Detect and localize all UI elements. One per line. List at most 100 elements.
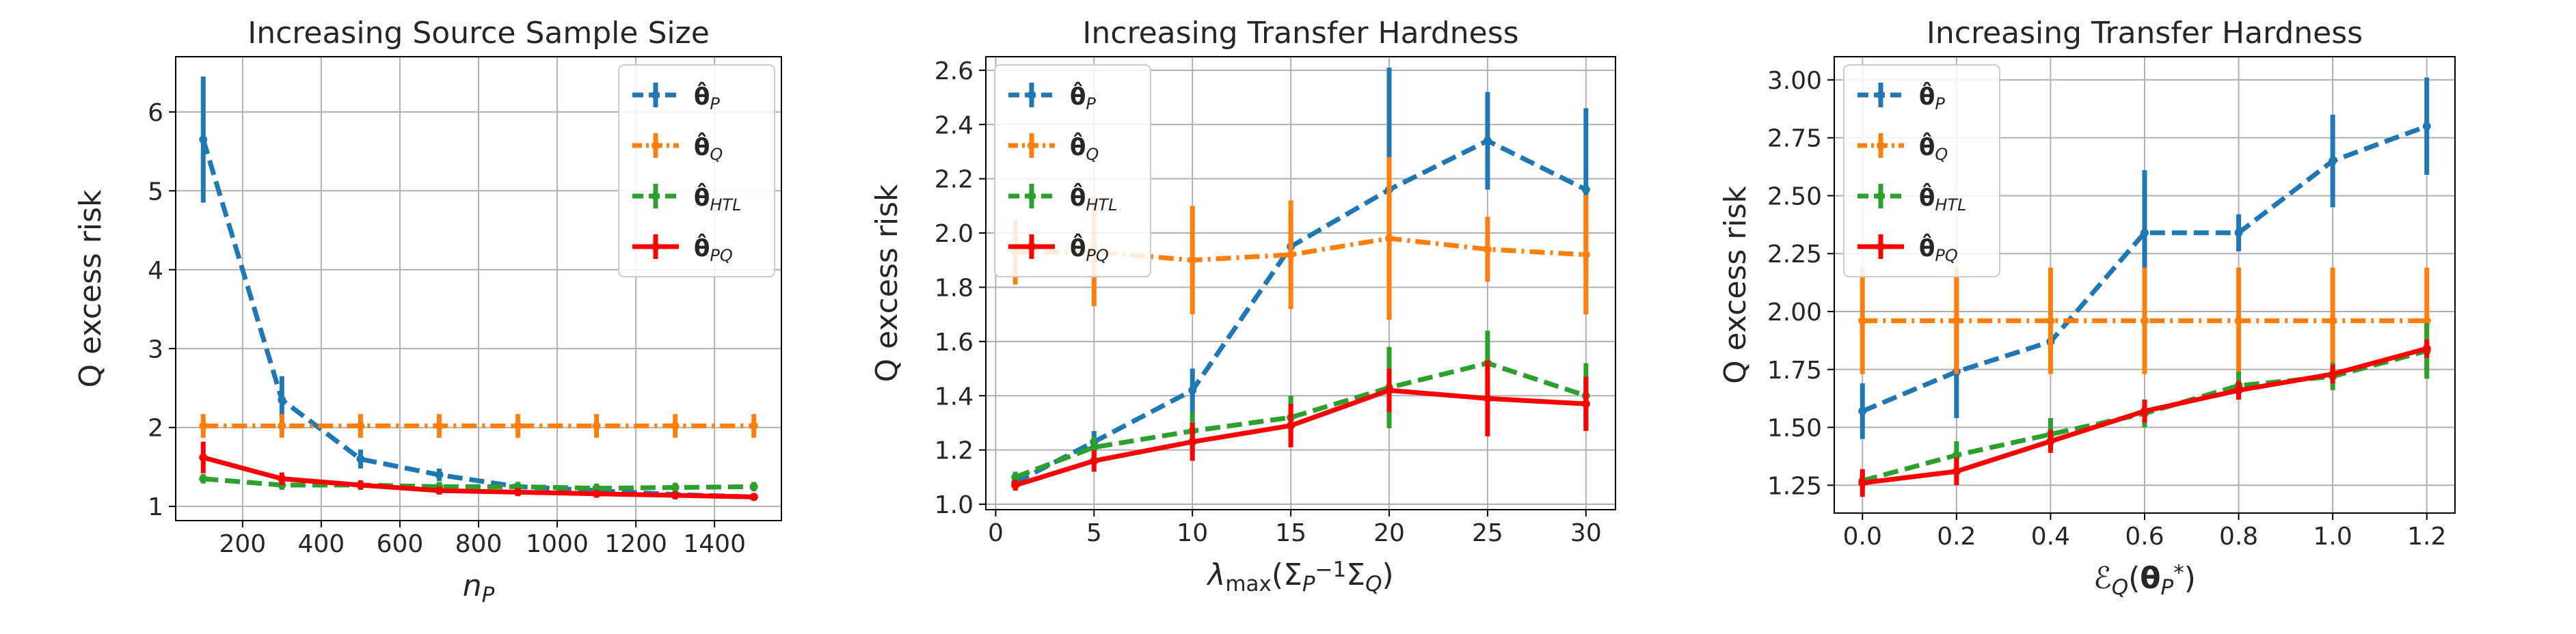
legend-label-base: θ̂ <box>1919 133 1935 161</box>
legend-label-subscript: PQ <box>710 246 732 265</box>
legend-label: θ̂HTL <box>694 183 741 215</box>
legend-label-base: θ̂ <box>1070 183 1086 212</box>
x-tick-label: 15 <box>1275 519 1306 547</box>
legend-label-base: θ̂ <box>1919 183 1935 212</box>
legend-label: θ̂PQ <box>694 234 733 265</box>
data-point <box>749 493 758 501</box>
data-point <box>1287 250 1296 259</box>
data-point <box>278 474 286 483</box>
legend-label-subscript: P <box>710 94 720 113</box>
xlabel-part: ) <box>1382 557 1394 592</box>
data-point <box>1581 250 1590 259</box>
series-pq <box>1858 339 2431 497</box>
xlabel-part: −1 <box>1315 557 1347 582</box>
xlabel-part: Q <box>2112 575 2128 600</box>
chart-title: Increasing Transfer Hardness <box>1927 16 2363 51</box>
legend-label-subscript: PQ <box>1935 246 1957 265</box>
data-point <box>1581 185 1590 194</box>
x-tick-label: 20 <box>1373 519 1405 547</box>
xlabel-part: n <box>463 568 482 603</box>
data-point <box>356 422 365 430</box>
legend-label: θ̂Q <box>694 133 723 164</box>
y-tick-label: 2 <box>148 415 163 443</box>
data-point <box>2141 316 2149 325</box>
y-tick-label: 2.50 <box>1767 182 1822 210</box>
y-tick-label: 2.0 <box>935 220 974 248</box>
x-tick-label: 0.4 <box>2031 523 2070 551</box>
legend-label: θ̂P <box>1919 82 1945 113</box>
y-tick-label: 2.6 <box>935 57 974 85</box>
xlabel-part: max <box>1225 572 1272 596</box>
x-tick-label: 0.0 <box>1843 523 1882 551</box>
xlabel-part: ( <box>2128 561 2140 596</box>
x-tick-label: 1.2 <box>2407 523 2446 551</box>
data-point <box>356 481 365 490</box>
data-point <box>199 453 208 462</box>
data-point <box>435 471 444 480</box>
legend-marker <box>1028 141 1036 150</box>
x-tick-label: 1400 <box>683 530 746 558</box>
legend-label: θ̂P <box>694 82 720 113</box>
xlabel-part: * <box>2173 561 2184 585</box>
data-point <box>1188 386 1197 395</box>
legend-marker <box>1877 141 1885 150</box>
series-q <box>199 414 758 438</box>
xlabel-part: (Σ <box>1272 557 1302 592</box>
data-point <box>2046 437 2055 445</box>
series-pq <box>199 441 758 501</box>
legend-label-base: θ̂ <box>1070 234 1086 262</box>
x-axis-label: ℰQ(θP*) <box>2093 561 2196 600</box>
chart-title: Increasing Transfer Hardness <box>1082 16 1518 51</box>
chart-panel-3: 0.0 0.2 0.4 0.6 0.8 1.0 1.2 1.25 1.50 1.75 2.00 2.2… <box>1718 16 2456 600</box>
data-point <box>2234 386 2243 395</box>
x-tick-label: 10 <box>1177 519 1208 547</box>
data-point <box>749 422 758 430</box>
y-tick-label: 4 <box>148 257 163 285</box>
data-point <box>1188 256 1197 264</box>
legend-marker <box>1028 243 1036 251</box>
data-point <box>2141 228 2149 237</box>
data-point <box>1858 406 1867 415</box>
data-point <box>2422 316 2431 325</box>
xlabel-part: ) <box>2184 561 2196 596</box>
data-point <box>592 422 601 430</box>
data-point <box>671 491 680 500</box>
legend-marker <box>1028 192 1036 200</box>
data-point <box>1188 437 1197 446</box>
legend-marker <box>652 243 660 251</box>
chart-title: Increasing Source Sample Size <box>247 16 710 51</box>
legend-label-subscript: P <box>1086 94 1096 113</box>
legend-label-subscript: Q <box>1086 145 1099 164</box>
y-axis-label: Q excess risk <box>870 184 904 383</box>
legend-label-base: θ̂ <box>694 234 710 262</box>
data-point <box>1287 421 1296 430</box>
xlabel-part: λ <box>1206 557 1225 592</box>
legend-marker <box>1877 91 1885 99</box>
data-point <box>1011 473 1020 482</box>
series-q <box>1858 267 2431 374</box>
legend-box <box>994 64 1151 277</box>
legend-label-base: θ̂ <box>1070 82 1086 111</box>
data-point <box>671 483 680 492</box>
xlabel-part: Q <box>1365 572 1382 596</box>
data-point <box>1581 400 1590 409</box>
xlabel-part: P <box>2161 575 2174 600</box>
series-line <box>202 455 754 499</box>
x-tick-label: 5 <box>1086 519 1102 547</box>
x-tick-label: 0.2 <box>1937 523 1976 551</box>
y-tick-label: 5 <box>148 178 163 206</box>
y-tick-label: 3 <box>148 335 163 363</box>
legend-box <box>1843 64 2000 277</box>
data-point <box>671 422 680 430</box>
x-axis-label: λmax(ΣP−1ΣQ) <box>1206 557 1393 596</box>
legend-label: θ̂PQ <box>1919 234 1958 265</box>
series-line <box>200 139 754 499</box>
data-point <box>435 486 444 495</box>
data-point <box>2234 316 2243 325</box>
y-tick-label: 1 <box>148 493 163 521</box>
data-point <box>1090 443 1099 452</box>
y-tick-label: 1.6 <box>935 329 974 357</box>
